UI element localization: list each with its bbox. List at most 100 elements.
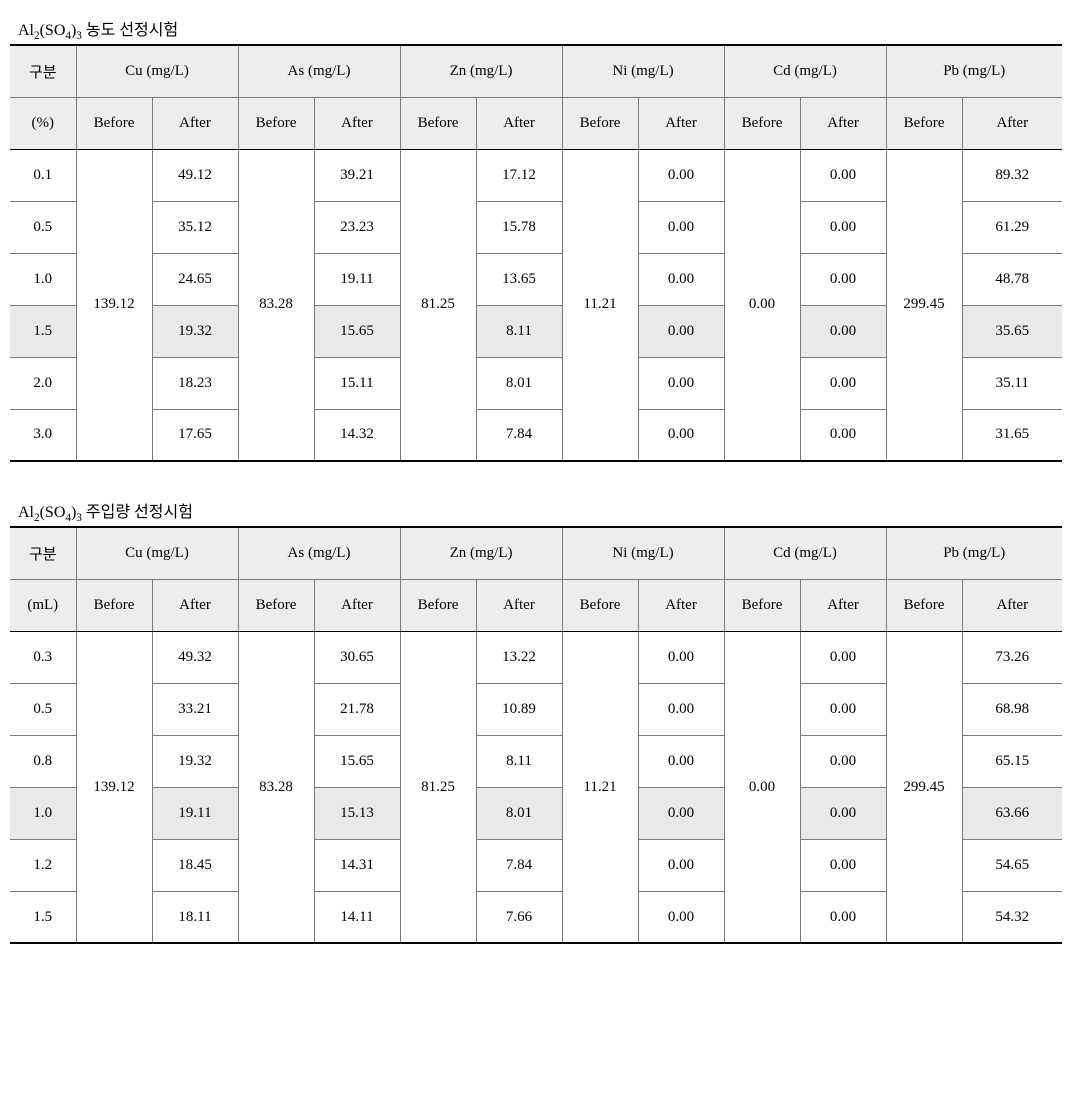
col-header-after: After xyxy=(962,579,1062,631)
col-header-metal: As (mg/L) xyxy=(238,527,400,579)
col-header-after: After xyxy=(476,97,562,149)
before-value: 11.21 xyxy=(562,631,638,943)
col-header-before: Before xyxy=(76,579,152,631)
col-header-after: After xyxy=(800,97,886,149)
after-value: 0.00 xyxy=(800,201,886,253)
after-value: 65.15 xyxy=(962,735,1062,787)
before-value: 0.00 xyxy=(724,149,800,461)
col-header-after: After xyxy=(314,97,400,149)
after-value: 0.00 xyxy=(638,839,724,891)
after-value: 0.00 xyxy=(638,891,724,943)
after-value: 0.00 xyxy=(638,305,724,357)
before-value: 299.45 xyxy=(886,631,962,943)
table-caption: Al2(SO4)3 농도 선정시험 xyxy=(18,16,1056,44)
after-value: 0.00 xyxy=(800,409,886,461)
table-block: Al2(SO4)3 농도 선정시험구분Cu (mg/L)As (mg/L)Zn … xyxy=(10,16,1056,462)
after-value: 0.00 xyxy=(800,891,886,943)
after-value: 13.22 xyxy=(476,631,562,683)
before-value: 299.45 xyxy=(886,149,962,461)
after-value: 13.65 xyxy=(476,253,562,305)
after-value: 49.12 xyxy=(152,149,238,201)
after-value: 18.45 xyxy=(152,839,238,891)
row-label: 0.1 xyxy=(10,149,76,201)
after-value: 35.11 xyxy=(962,357,1062,409)
after-value: 30.65 xyxy=(314,631,400,683)
after-value: 68.98 xyxy=(962,683,1062,735)
before-value: 83.28 xyxy=(238,631,314,943)
after-value: 0.00 xyxy=(800,735,886,787)
table-block: Al2(SO4)3 주입량 선정시험구분Cu (mg/L)As (mg/L)Zn… xyxy=(10,498,1056,944)
col-header-metal: Zn (mg/L) xyxy=(400,45,562,97)
col-header-after: After xyxy=(800,579,886,631)
row-label: 0.5 xyxy=(10,683,76,735)
before-value: 139.12 xyxy=(76,631,152,943)
after-value: 48.78 xyxy=(962,253,1062,305)
col-header-unit: (%) xyxy=(10,97,76,149)
after-value: 0.00 xyxy=(800,683,886,735)
row-label: 2.0 xyxy=(10,357,76,409)
col-header-after: After xyxy=(152,97,238,149)
after-value: 24.65 xyxy=(152,253,238,305)
col-header-before: Before xyxy=(562,579,638,631)
after-value: 8.01 xyxy=(476,357,562,409)
page-root: Al2(SO4)3 농도 선정시험구분Cu (mg/L)As (mg/L)Zn … xyxy=(10,16,1056,944)
after-value: 21.78 xyxy=(314,683,400,735)
after-value: 0.00 xyxy=(638,631,724,683)
col-header-metal: Cd (mg/L) xyxy=(724,45,886,97)
col-header-before: Before xyxy=(562,97,638,149)
table-row: 0.1139.1249.1283.2839.2181.2517.1211.210… xyxy=(10,149,1062,201)
row-label: 0.3 xyxy=(10,631,76,683)
after-value: 15.65 xyxy=(314,735,400,787)
after-value: 19.11 xyxy=(152,787,238,839)
before-value: 81.25 xyxy=(400,149,476,461)
col-header-metal: Pb (mg/L) xyxy=(886,45,1062,97)
after-value: 0.00 xyxy=(638,201,724,253)
col-header-before: Before xyxy=(886,97,962,149)
after-value: 7.84 xyxy=(476,839,562,891)
after-value: 19.32 xyxy=(152,735,238,787)
after-value: 0.00 xyxy=(800,305,886,357)
after-value: 18.11 xyxy=(152,891,238,943)
row-label: 1.5 xyxy=(10,305,76,357)
after-value: 0.00 xyxy=(800,357,886,409)
col-header-before: Before xyxy=(400,97,476,149)
col-header-before: Before xyxy=(886,579,962,631)
after-value: 17.12 xyxy=(476,149,562,201)
after-value: 0.00 xyxy=(638,357,724,409)
row-label: 1.0 xyxy=(10,787,76,839)
after-value: 18.23 xyxy=(152,357,238,409)
data-table: 구분Cu (mg/L)As (mg/L)Zn (mg/L)Ni (mg/L)Cd… xyxy=(10,526,1062,944)
col-header-metal: Pb (mg/L) xyxy=(886,527,1062,579)
col-header-unit: (mL) xyxy=(10,579,76,631)
after-value: 15.78 xyxy=(476,201,562,253)
col-header-metal: Zn (mg/L) xyxy=(400,527,562,579)
col-header-after: After xyxy=(152,579,238,631)
after-value: 0.00 xyxy=(800,787,886,839)
col-header-after: After xyxy=(962,97,1062,149)
after-value: 31.65 xyxy=(962,409,1062,461)
after-value: 0.00 xyxy=(638,409,724,461)
after-value: 0.00 xyxy=(800,149,886,201)
row-label: 0.5 xyxy=(10,201,76,253)
after-value: 0.00 xyxy=(800,631,886,683)
after-value: 14.11 xyxy=(314,891,400,943)
after-value: 35.12 xyxy=(152,201,238,253)
after-value: 15.11 xyxy=(314,357,400,409)
after-value: 7.66 xyxy=(476,891,562,943)
after-value: 23.23 xyxy=(314,201,400,253)
after-value: 61.29 xyxy=(962,201,1062,253)
col-header-gubun: 구분 xyxy=(10,527,76,579)
after-value: 73.26 xyxy=(962,631,1062,683)
after-value: 0.00 xyxy=(638,787,724,839)
after-value: 0.00 xyxy=(638,253,724,305)
col-header-after: After xyxy=(638,97,724,149)
col-header-before: Before xyxy=(76,97,152,149)
row-label: 1.5 xyxy=(10,891,76,943)
before-value: 81.25 xyxy=(400,631,476,943)
after-value: 54.32 xyxy=(962,891,1062,943)
col-header-metal: Ni (mg/L) xyxy=(562,527,724,579)
col-header-metal: Cd (mg/L) xyxy=(724,527,886,579)
col-header-before: Before xyxy=(238,579,314,631)
after-value: 14.32 xyxy=(314,409,400,461)
after-value: 14.31 xyxy=(314,839,400,891)
